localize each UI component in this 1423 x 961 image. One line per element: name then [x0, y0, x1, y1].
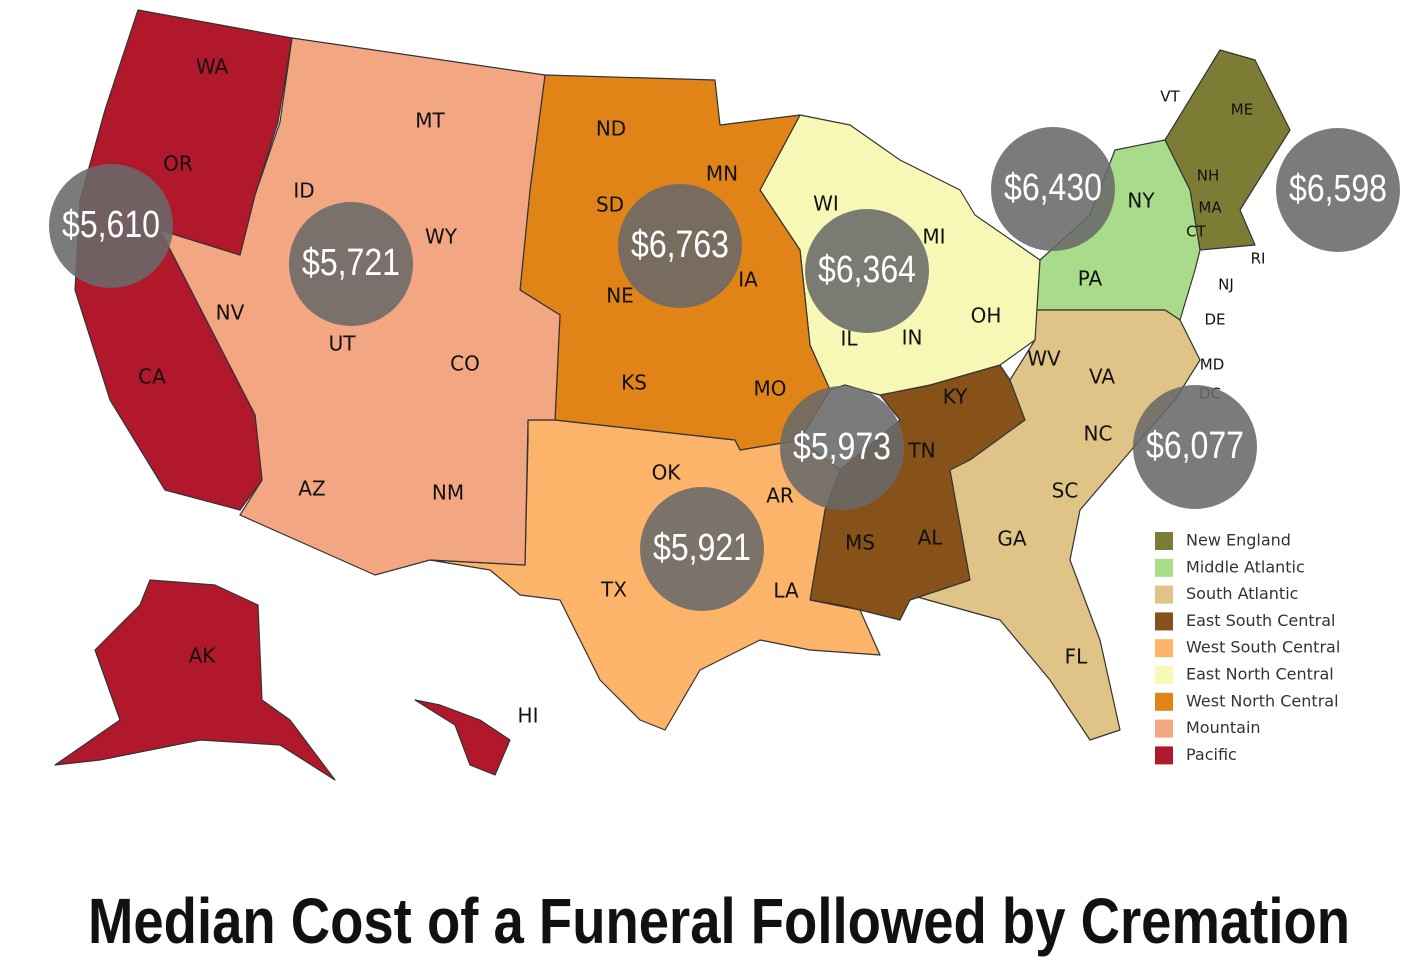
legend-label: Middle Atlantic	[1186, 557, 1305, 576]
cost-bubble	[991, 127, 1115, 251]
cost-bubble	[780, 386, 904, 510]
state-label: MA	[1198, 199, 1222, 217]
legend-swatch	[1155, 532, 1173, 550]
state-label: KS	[621, 371, 647, 395]
map-title: Median Cost of a Funeral Followed by Cre…	[88, 885, 1350, 957]
cost-bubble	[1133, 385, 1257, 509]
state-label: CO	[450, 352, 480, 376]
legend-label: East South Central	[1186, 611, 1335, 630]
state-label: IA	[738, 268, 758, 292]
state-label: MD	[1200, 356, 1225, 374]
state-label: NM	[432, 481, 464, 505]
state-label: MS	[845, 531, 875, 555]
legend-label: South Atlantic	[1186, 584, 1298, 603]
state-label: ND	[596, 117, 626, 141]
cost-bubble	[1276, 128, 1400, 252]
state-label: ME	[1231, 101, 1253, 119]
region-shape	[54, 579, 336, 781]
state-label: OK	[652, 461, 682, 485]
state-label: AK	[189, 644, 217, 668]
state-label: TN	[907, 439, 935, 463]
legend-swatch	[1155, 585, 1173, 604]
cost-label: $5,921	[653, 527, 751, 569]
state-label: SD	[596, 193, 624, 217]
cost-label: $5,721	[302, 242, 400, 284]
state-label: VT	[1160, 88, 1180, 106]
legend-swatch	[1155, 558, 1173, 577]
state-label: WV	[1027, 347, 1061, 371]
state-label: LA	[773, 579, 799, 603]
state-label: IL	[840, 327, 858, 351]
cost-label: $6,430	[1004, 167, 1102, 209]
state-label: IN	[902, 326, 923, 350]
legend-label: Pacific	[1186, 745, 1237, 764]
state-label: TX	[600, 578, 627, 602]
cost-label: $6,598	[1289, 168, 1387, 210]
state-label: CA	[138, 365, 166, 389]
state-label: PA	[1078, 267, 1103, 291]
legend-label: Mountain	[1186, 718, 1261, 737]
state-label: AR	[766, 484, 794, 508]
state-label: NH	[1197, 167, 1220, 185]
state-label: ID	[293, 179, 314, 203]
legend-swatch	[1155, 639, 1173, 658]
legend-label: New England	[1186, 531, 1291, 550]
legend-swatch	[1155, 719, 1173, 738]
state-label: CT	[1186, 223, 1206, 241]
cost-bubble	[49, 164, 173, 288]
state-label: WA	[196, 55, 229, 79]
legend-label: West South Central	[1186, 638, 1340, 657]
state-label: VA	[1089, 365, 1115, 389]
state-label: DE	[1204, 311, 1225, 329]
state-label: SC	[1052, 479, 1079, 503]
legend-swatch	[1155, 612, 1173, 631]
state-label: RI	[1251, 250, 1266, 268]
state-label: GA	[997, 527, 1026, 551]
state-label: NY	[1127, 189, 1155, 213]
legend-label: West North Central	[1186, 691, 1339, 710]
state-label: AZ	[298, 477, 325, 501]
state-label: WY	[425, 225, 458, 249]
state-label: HI	[518, 704, 539, 728]
state-label: WI	[813, 192, 839, 216]
state-label: MI	[922, 225, 945, 249]
cost-label: $5,610	[62, 204, 160, 246]
legend-swatch	[1155, 746, 1173, 765]
state-label: MO	[754, 377, 787, 401]
cost-bubble	[289, 202, 413, 326]
state-label: UT	[329, 332, 357, 356]
state-label: NC	[1084, 422, 1113, 446]
state-label: NV	[216, 301, 245, 325]
state-label: OR	[163, 152, 193, 176]
cost-label: $6,763	[631, 224, 729, 266]
state-label: KY	[943, 385, 968, 409]
cost-bubble	[805, 209, 929, 333]
legend-label: East North Central	[1186, 665, 1334, 684]
state-label: NJ	[1218, 276, 1234, 294]
state-label: FL	[1065, 645, 1089, 669]
region-shape	[414, 699, 511, 776]
cost-label: $5,973	[793, 426, 891, 468]
legend-swatch	[1155, 666, 1173, 684]
cost-label: $6,077	[1146, 425, 1244, 467]
state-label: AL	[918, 526, 944, 550]
cost-bubble	[618, 184, 742, 308]
cost-bubble	[640, 487, 764, 611]
state-label: NE	[606, 284, 634, 308]
legend-swatch	[1155, 692, 1173, 711]
cost-label: $6,364	[818, 249, 916, 291]
state-label: MT	[415, 109, 445, 133]
state-label: MN	[706, 162, 738, 186]
state-label: OH	[971, 304, 1002, 328]
